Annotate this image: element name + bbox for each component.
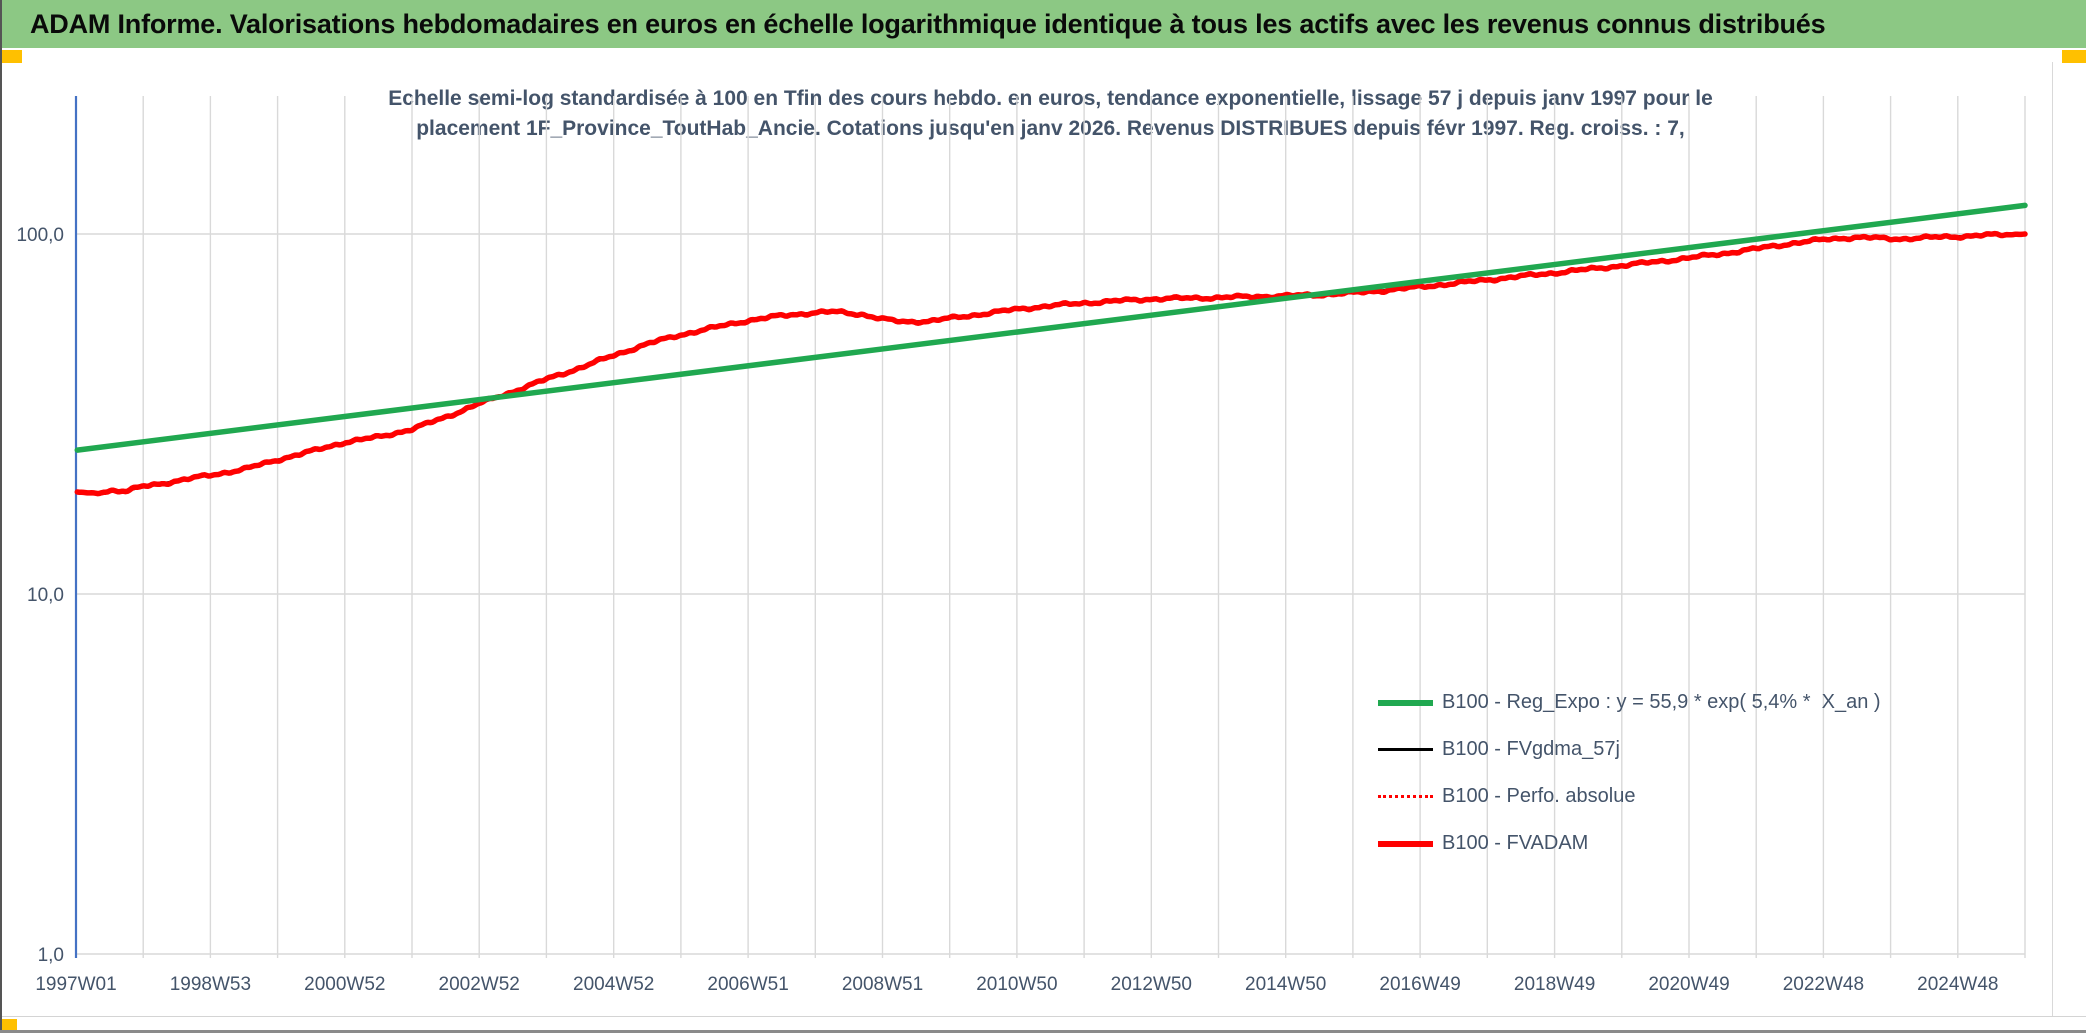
series-perfo-absolue-line — [76, 232, 2027, 495]
chart-frame-right-edge — [2052, 62, 2053, 1016]
accent-square-top-right — [2062, 50, 2086, 63]
chart-legend: B100 - Reg_Expo : y = 55,9 * exp( 5,4% *… — [1378, 679, 1881, 867]
x-tick-label: 2004W52 — [573, 974, 654, 995]
chart-title: Echelle semi-log standardisée à 100 en T… — [76, 84, 2025, 145]
x-tick-label: 2024W48 — [1917, 974, 1998, 995]
chart-title-line-2: placement 1F_Province_ToutHab_Ancie. Cot… — [416, 117, 1685, 141]
x-tick-label: 2012W50 — [1111, 974, 1192, 995]
series-fvgdma-57j-line — [76, 232, 2027, 495]
legend-label-fvadam: B100 - FVADAM — [1442, 832, 1589, 854]
legend-item-fvgdma: B100 - FVgdma_57j — [1378, 726, 1881, 773]
legend-label-perfo-absolue: B100 - Perfo. absolue — [1442, 785, 1636, 807]
x-tick-label: 2000W52 — [304, 974, 385, 995]
x-tick-label: 1998W53 — [170, 974, 251, 995]
series-reg-expo-line — [74, 202, 2028, 453]
y-tick-labels: 100,0 10,0 1,0 — [16, 225, 64, 966]
accent-square-top-left — [2, 50, 22, 63]
x-tick-label: 1997W01 — [35, 974, 116, 995]
y-gridlines — [76, 233, 2025, 955]
y-tick-label: 1,0 — [38, 945, 64, 966]
window-left-edge — [0, 0, 2, 1033]
x-tick-label: 2014W50 — [1245, 974, 1326, 995]
x-tick-label: 2018W49 — [1514, 974, 1595, 995]
legend-item-perfo-absolue: B100 - Perfo. absolue — [1378, 773, 1881, 820]
chart-title-line-1: Echelle semi-log standardisée à 100 en T… — [388, 87, 1713, 110]
x-tick-label: 2002W52 — [439, 974, 520, 995]
legend-swatch-green-line — [1378, 699, 1433, 706]
report-header-bar: ADAM Informe. Valorisations hebdomadaire… — [0, 0, 2086, 48]
legend-item-fvadam: B100 - FVADAM — [1378, 820, 1881, 867]
x-tick-label: 2016W49 — [1379, 974, 1460, 995]
accent-square-bottom-left — [0, 1019, 17, 1031]
x-tick-label: 2006W51 — [707, 974, 788, 995]
y-tick-label: 10,0 — [27, 585, 64, 606]
legend-item-reg-expo: B100 - Reg_Expo : y = 55,9 * exp( 5,4% *… — [1378, 679, 1881, 726]
y-tick-label: 100,0 — [16, 225, 64, 246]
legend-swatch-black-line — [1378, 748, 1433, 751]
series-fvadam-line — [74, 230, 2028, 497]
x-tick-label: 2020W49 — [1648, 974, 1729, 995]
legend-swatch-dotted-red-line — [1378, 795, 1433, 798]
report-header-title: ADAM Informe. Valorisations hebdomadaire… — [30, 8, 1826, 39]
x-tick-label: 2010W50 — [976, 974, 1057, 995]
x-tick-label: 2008W51 — [842, 974, 923, 995]
legend-swatch-red-line — [1378, 840, 1433, 847]
x-gridlines — [142, 96, 2026, 958]
legend-label-fvgdma: B100 - FVgdma_57j — [1442, 738, 1620, 760]
x-tick-label: 2022W48 — [1783, 974, 1864, 995]
window-bottom-edge — [0, 1030, 2086, 1033]
x-tick-labels: 1997W01 1998W53 2000W52 2002W52 2004W52 2006W… — [35, 974, 1998, 995]
sheet-gridline-bottom — [0, 1016, 2086, 1017]
legend-label-reg-expo: B100 - Reg_Expo : y = 55,9 * exp( 5,4% *… — [1442, 691, 1881, 713]
